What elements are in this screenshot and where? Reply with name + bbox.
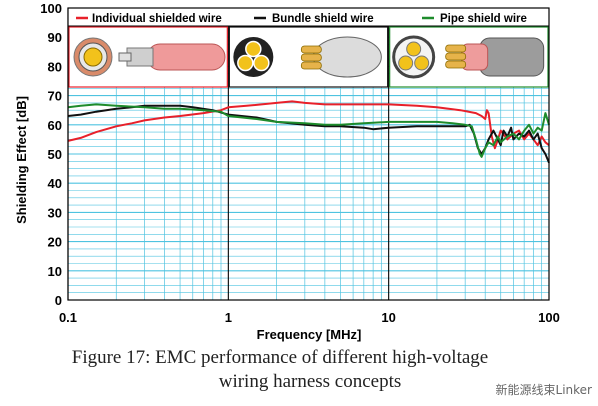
- y-tick-label: 90: [48, 30, 62, 45]
- pipe-wire-tip: [445, 52, 467, 61]
- legend-label: Individual shielded wire: [92, 13, 222, 25]
- pipe-shield-cable-image: [389, 26, 549, 88]
- y-tick-label: 20: [48, 235, 62, 250]
- conductor: [83, 47, 103, 67]
- pipe-conductor: [398, 55, 414, 71]
- bundle-wire: [300, 53, 322, 62]
- caption-line-2: wiring harness concepts: [218, 371, 402, 392]
- pipe-tube: [479, 37, 545, 77]
- pipe-conductor: [406, 41, 422, 57]
- x-tick-label: 0.1: [59, 310, 77, 325]
- conductor-tip: [118, 52, 132, 62]
- legend: Individual shielded wire Bundle shield wi…: [67, 7, 550, 27]
- y-tick-label: 70: [48, 89, 62, 104]
- series-line: [67, 103, 550, 158]
- individual-shielded-cable-image: [68, 26, 228, 88]
- y-tick-label: 50: [48, 147, 62, 162]
- axis-ticks: 0 10 20 30 40 50 60 70 80 90 100 0.1 1 10 100: [40, 1, 560, 325]
- figure-caption: Figure 17: EMC performance of different …: [0, 346, 560, 394]
- pipe-wire-tip: [445, 60, 467, 69]
- cable-insets: [68, 26, 549, 88]
- pipe-wire-tip: [445, 44, 467, 53]
- cable-jacket: [146, 43, 226, 71]
- legend-label: Bundle shield wire: [272, 13, 374, 25]
- bundle-shield-cable-image: [228, 26, 389, 88]
- bundle-conductor: [253, 54, 270, 72]
- bundle-conductor: [245, 40, 262, 58]
- series-line: [67, 104, 550, 164]
- x-tick-label: 1: [225, 310, 232, 325]
- legend-label: Pipe shield wire: [440, 13, 527, 25]
- x-axis-title: Frequency [MHz]: [257, 327, 362, 342]
- plot-frame: [67, 7, 550, 301]
- bundle-wire: [300, 61, 322, 70]
- y-axis-title: Shielding Effect [dB]: [14, 96, 29, 224]
- y-tick-label: 10: [48, 264, 62, 279]
- y-tick-label: 80: [48, 59, 62, 74]
- caption-line-1: Figure 17: EMC performance of different …: [71, 347, 489, 368]
- y-tick-label: 100: [40, 1, 62, 16]
- bundle-conductor: [237, 54, 254, 72]
- y-tick-label: 40: [48, 176, 62, 191]
- x-tick-label: 10: [381, 310, 395, 325]
- pipe-conductor: [414, 55, 430, 71]
- bundle-braid: [312, 36, 382, 78]
- watermark: 新能源线束Linker: [495, 383, 592, 397]
- bundle-wire: [300, 45, 322, 54]
- y-tick-label: 60: [48, 118, 62, 133]
- y-tick-label: 0: [55, 293, 62, 308]
- x-tick-label: 100: [538, 310, 560, 325]
- y-tick-label: 30: [48, 205, 62, 220]
- series-lines: [67, 100, 550, 164]
